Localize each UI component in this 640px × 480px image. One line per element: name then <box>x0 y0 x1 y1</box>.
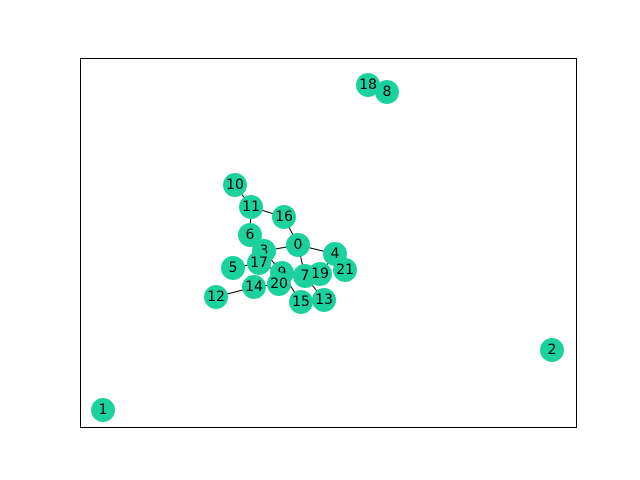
node <box>242 275 266 299</box>
node-label: 7 <box>301 268 310 284</box>
node <box>356 73 380 97</box>
node <box>238 223 262 247</box>
node <box>91 398 115 422</box>
frame <box>80 58 577 428</box>
node <box>308 262 332 286</box>
node-label: 4 <box>331 246 340 262</box>
node-label: 1 <box>99 402 108 418</box>
node <box>312 288 336 312</box>
node <box>247 251 271 275</box>
node <box>272 205 296 229</box>
node-label: 18 <box>359 77 377 93</box>
node <box>540 338 564 362</box>
node <box>267 272 291 296</box>
node-label: 15 <box>292 294 310 310</box>
node-label: 3 <box>260 243 269 259</box>
node-label: 10 <box>226 177 244 193</box>
node-label: 20 <box>270 276 288 292</box>
node-label: 14 <box>245 279 263 295</box>
node-label: 6 <box>246 227 255 243</box>
node <box>333 258 357 282</box>
node-label: 12 <box>207 289 225 305</box>
node-label: 13 <box>315 292 333 308</box>
node-label: 0 <box>294 237 303 253</box>
node <box>375 80 399 104</box>
node <box>239 195 263 219</box>
node-label: 19 <box>311 266 329 282</box>
node-label: 2 <box>548 342 557 358</box>
node <box>221 256 245 280</box>
node <box>223 173 247 197</box>
node-label: 16 <box>275 209 293 225</box>
nodes: 0123456789101112131415161718192021 <box>91 73 564 422</box>
node-label: 11 <box>242 199 260 215</box>
node <box>204 285 228 309</box>
node-label: 17 <box>250 255 268 271</box>
node-label: 5 <box>229 260 238 276</box>
node-label: 21 <box>336 262 354 278</box>
node-label: 8 <box>383 84 392 100</box>
node <box>289 290 313 314</box>
node <box>286 233 310 257</box>
